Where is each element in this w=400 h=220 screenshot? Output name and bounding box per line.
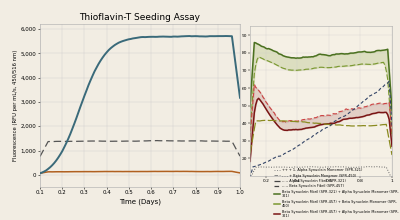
Title: Thioflavin-T Seeding Assay: Thioflavin-T Seeding Assay — [80, 13, 200, 22]
Y-axis label: Fluorescence (RFU per mL/s, 450/516 nm): Fluorescence (RFU per mL/s, 450/516 nm) — [13, 50, 18, 161]
X-axis label: Time (Days): Time (Days) — [119, 198, 161, 205]
Legend: ++ + 1. Alpha Synuclein Monomer (SPR-321), - - - + Beta Synuclein Monomer (SPR-4: ++ + 1. Alpha Synuclein Monomer (SPR-321… — [274, 168, 398, 218]
